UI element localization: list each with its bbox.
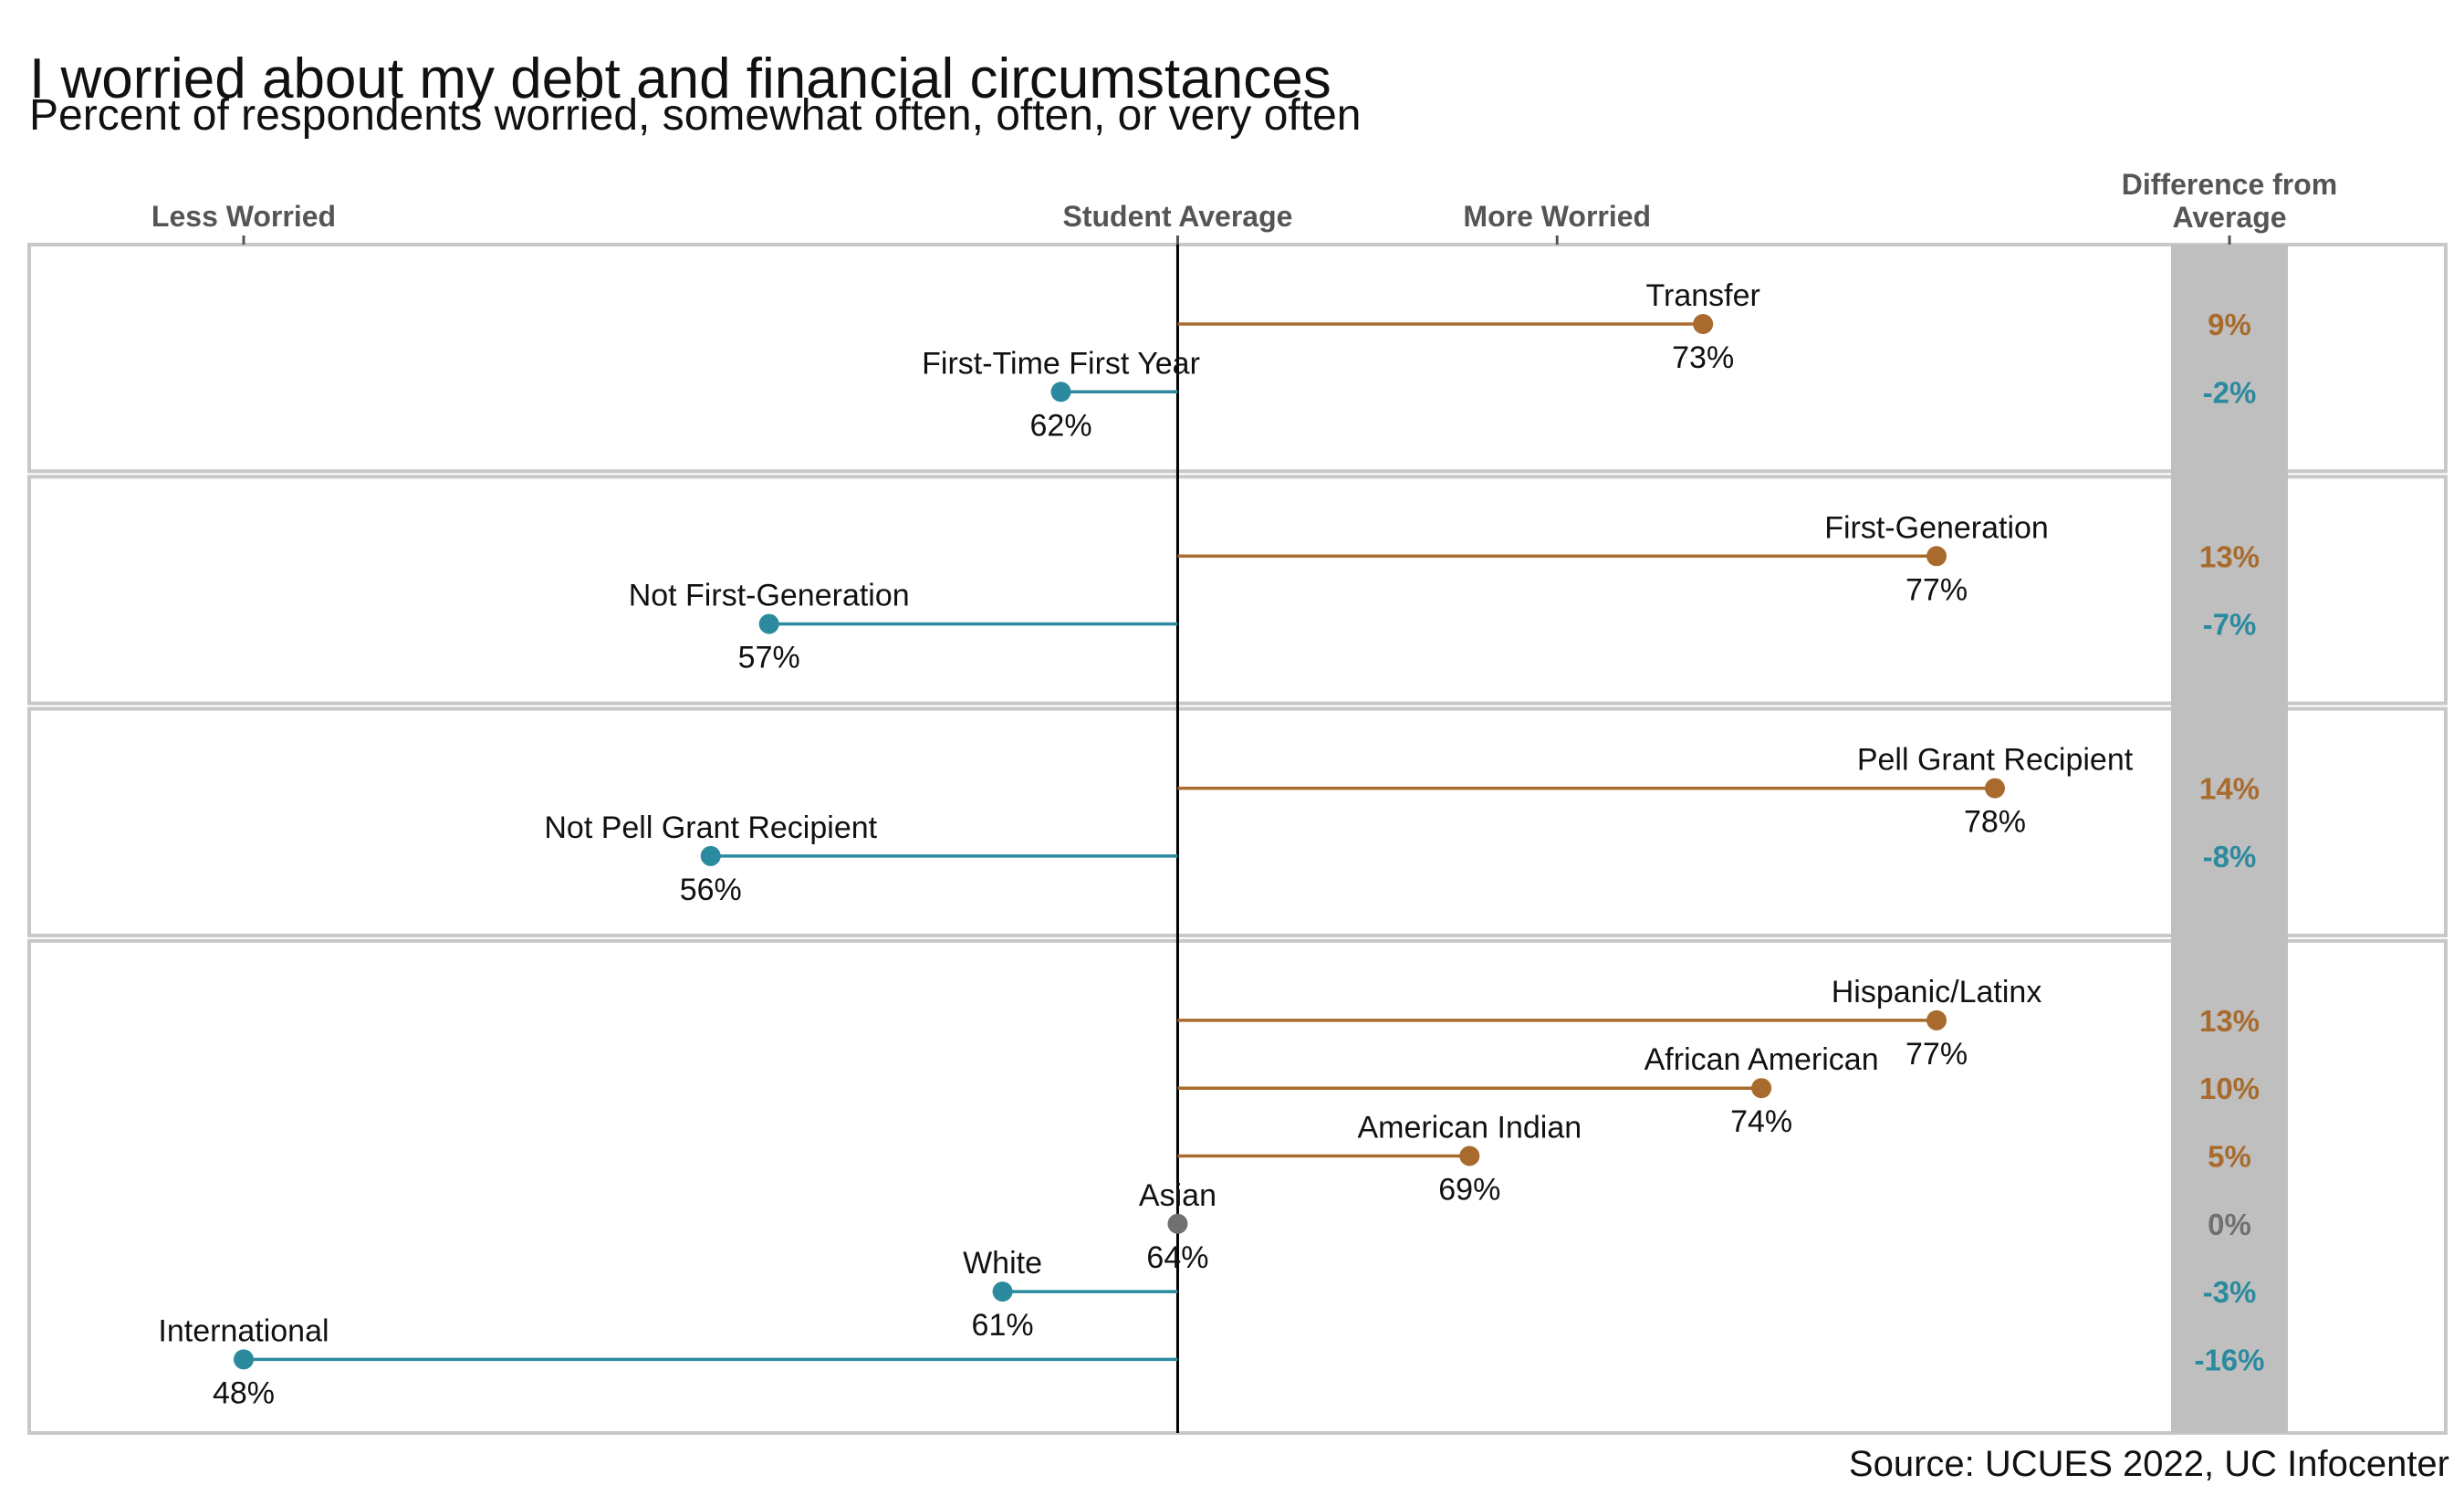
- category-label: Asian: [1139, 1178, 1216, 1213]
- value-label: 62%: [1030, 408, 1092, 443]
- value-label: 56%: [680, 873, 742, 907]
- difference-label: 13%: [2199, 1004, 2260, 1038]
- lollipop-point: [1693, 314, 1714, 334]
- lollipop-point: [1459, 1145, 1480, 1166]
- difference-header-label: Average: [2172, 201, 2286, 234]
- difference-label: -8%: [2203, 840, 2257, 873]
- value-label: 77%: [1905, 1037, 1968, 1072]
- lollipop-point: [234, 1349, 254, 1370]
- lollipop-point: [758, 613, 779, 634]
- difference-label: 5%: [2208, 1140, 2251, 1174]
- lollipop-point: [1050, 382, 1071, 403]
- difference-label: -3%: [2203, 1275, 2257, 1309]
- difference-column-band: [2171, 245, 2288, 1433]
- difference-column: [2171, 245, 2288, 1433]
- category-label: American Indian: [1357, 1111, 1582, 1145]
- value-label: 74%: [1730, 1104, 1792, 1139]
- category-label: Not First-Generation: [629, 579, 910, 613]
- lollipop-point: [1751, 1078, 1772, 1099]
- value-label: 78%: [1964, 805, 2026, 840]
- chart-subtitle: Percent of respondents worried, somewhat…: [29, 91, 1362, 140]
- difference-label: 9%: [2208, 308, 2251, 341]
- value-label: 64%: [1146, 1240, 1208, 1275]
- chart-title: I worried about my debt and financial ci…: [29, 47, 1331, 110]
- category-label: International: [158, 1313, 329, 1348]
- difference-label: 10%: [2199, 1072, 2260, 1105]
- value-label: 61%: [972, 1308, 1034, 1343]
- difference-label: 0%: [2208, 1208, 2251, 1241]
- value-label: 69%: [1438, 1173, 1500, 1208]
- group-panel: [27, 475, 2448, 706]
- chart-panels: [27, 243, 2448, 1435]
- axis-header-label: Less Worried: [151, 200, 336, 233]
- difference-header-label: Difference from: [2122, 168, 2338, 201]
- lollipop-point: [1985, 778, 2005, 799]
- category-label: Not Pell Grant Recipient: [544, 811, 877, 845]
- category-label: Pell Grant Recipient: [1857, 743, 2134, 778]
- category-label: First-Generation: [1824, 510, 2049, 545]
- column-headers: Less Worried Student Average More Worried D…: [151, 168, 2337, 245]
- value-label: 57%: [738, 641, 800, 675]
- group-panel: [27, 938, 2448, 1435]
- category-label: Transfer: [1646, 278, 1760, 313]
- lollipop-point: [700, 845, 721, 866]
- lollipop-point: [1926, 546, 1947, 567]
- category-label: First-Time First Year: [922, 346, 1200, 381]
- category-label: Hispanic/Latinx: [1832, 975, 2042, 1009]
- chart-marks: Transfer 73% 9% First-Time First Year 62% -2%…: [158, 245, 2265, 1433]
- difference-label: -7%: [2203, 608, 2257, 642]
- difference-label: -16%: [2194, 1343, 2264, 1376]
- axis-header-label: Student Average: [1063, 200, 1293, 233]
- category-label: African American: [1644, 1042, 1879, 1077]
- category-label: White: [963, 1246, 1042, 1281]
- source-note: Source: UCUES 2022, UC Infocenter: [1848, 1444, 2449, 1484]
- group-panel: [27, 243, 2448, 474]
- group-panel: [27, 706, 2448, 937]
- axis-header-label: More Worried: [1463, 200, 1651, 233]
- difference-label: 13%: [2199, 539, 2260, 573]
- difference-label: 14%: [2199, 772, 2260, 806]
- lollipop-point: [1167, 1213, 1188, 1234]
- value-label: 77%: [1905, 572, 1968, 607]
- lollipop-point: [1926, 1009, 1947, 1030]
- value-label: 73%: [1672, 340, 1734, 375]
- difference-label: -2%: [2203, 375, 2257, 409]
- lollipop-point: [992, 1281, 1013, 1302]
- value-label: 48%: [213, 1375, 275, 1410]
